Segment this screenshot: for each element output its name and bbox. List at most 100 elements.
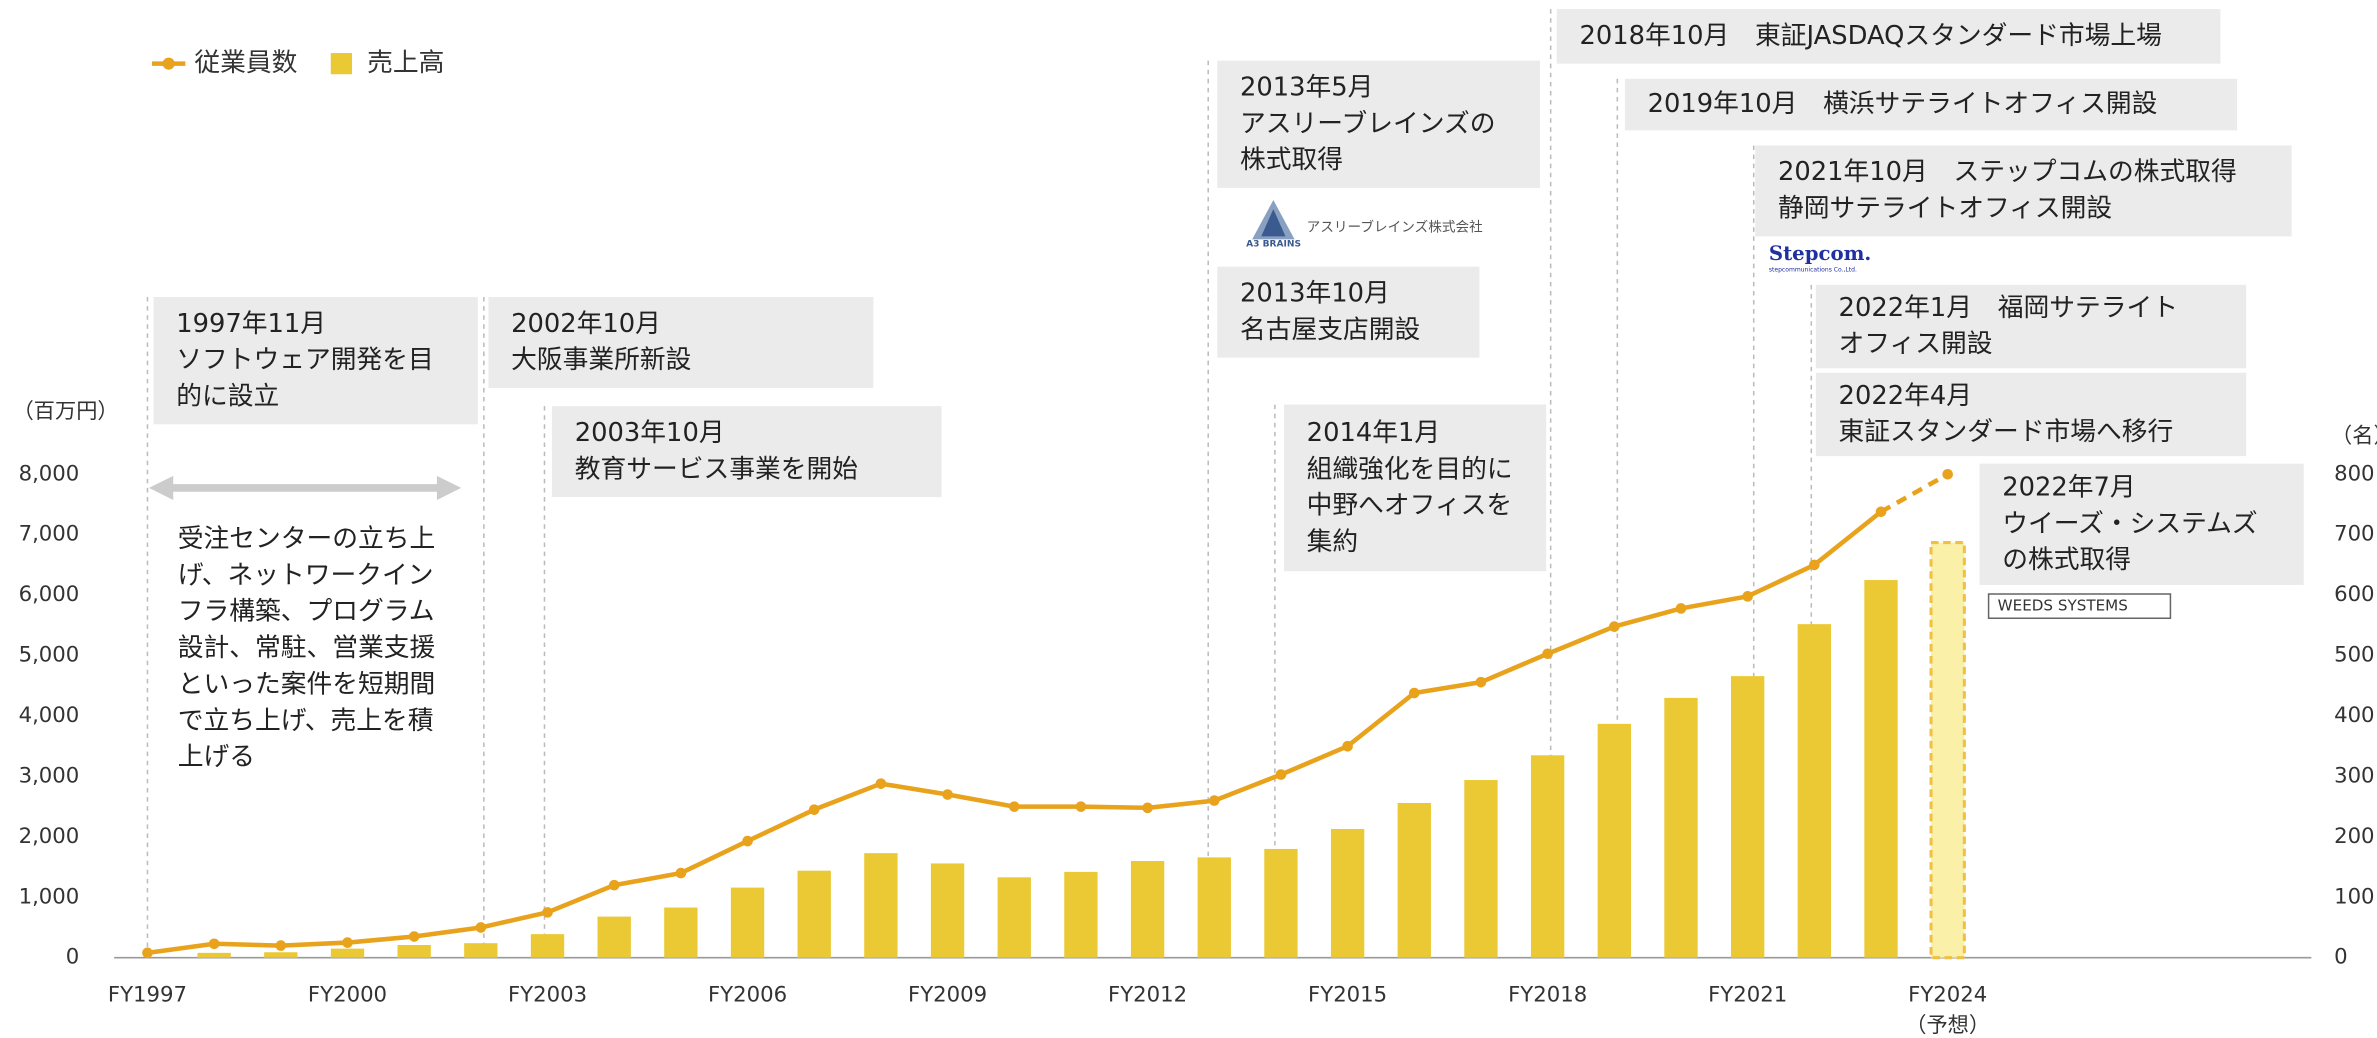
annotation-box [1217,60,1541,188]
bar [1130,861,1165,958]
point [1942,468,1953,480]
point [408,931,420,942]
y-tick-label: 0 [66,945,80,970]
x-tick-label: FY2021 [1708,983,1787,1008]
point [942,789,953,800]
annotation-text: 2019年10月 横浜サテライトオフィス開設 [1648,89,2158,119]
y2-tick-label: 500 [2334,643,2374,668]
point [808,804,820,815]
annotation-text: 1997年11月 [176,309,326,339]
annotation-text: 教育サービス事業を開始 [575,454,858,484]
bar [330,948,365,958]
note-text: 上げる [178,742,255,772]
note-text: 設計、常駐、営業支援 [178,633,436,663]
annotation-text: 2022年1月 福岡サテライト [1839,293,2178,323]
annotation-box [1624,78,2238,131]
bar [597,916,631,958]
point [475,922,487,933]
x-tick-label: FY2024 [1908,983,1987,1008]
note-text: フラ構築、プログラム [178,597,435,627]
x-tick-label: FY2003 [508,983,587,1008]
point [1008,801,1020,812]
annotation-box [1217,266,1480,358]
legend-swatch [162,57,175,70]
y-tick-label: 2,000 [19,824,80,849]
y-tick-label: 4,000 [19,703,80,728]
annotation-text: ソフトウェア開発を目 [176,345,433,375]
y2-axis-label: （名） [2331,423,2377,448]
bar [1530,755,1565,958]
point [1342,740,1353,752]
logo-frame [1987,593,2172,620]
annotation-text: 中野へオフィスを [1307,491,1512,521]
note-text: げ、ネットワークイン [178,560,434,590]
annotation-box [1815,372,2247,457]
point [742,835,753,847]
point [342,937,353,948]
annotation-text: 名古屋支店開設 [1240,315,1420,345]
point [1675,603,1687,614]
annotation-text: の株式取得 [2002,545,2131,575]
point [608,879,620,891]
forecast-line [1879,472,1949,514]
bar [864,853,898,958]
logo-text: Stepcom. [1769,242,1871,265]
annotation-text: 2021年10月 ステップコムの株式取得 [1778,157,2237,187]
bar [1929,541,1966,960]
point [275,940,287,951]
logo-text: A3 BRAINS [1246,239,1301,249]
annotation-box [1979,463,2304,585]
point [1075,801,1087,812]
legend-label: 従業員数 [194,48,297,78]
y2-tick-label: 100 [2334,884,2374,909]
x-tick-label: FY2000 [308,983,387,1008]
annotation-text: 2002年10月 [511,309,661,339]
note-text: 受注センターの立ち上 [178,524,436,554]
annotation-text: 2022年7月 [2002,472,2135,502]
annotation-text: 東証スタンダード市場へ移行 [1839,417,2174,447]
annotation-box [1556,9,2221,64]
annotation-text: 2013年10月 [1240,278,1390,308]
forecast-label: （予想） [1905,1013,1990,1038]
bar [1464,780,1498,958]
y-tick-label: 7,000 [19,522,80,547]
annotation-text: 2014年1月 [1307,418,1440,448]
bar [264,952,298,958]
y-tick-label: 6,000 [19,582,80,607]
x-tick-label: FY2006 [708,983,787,1008]
logo-text: stepcommunications Co.,Ltd. [1769,267,1857,274]
point [1875,506,1887,518]
y-tick-label: 8,000 [19,461,80,486]
annotation-text: 集約 [1307,527,1359,557]
annotation-text: 静岡サテライトオフィス開設 [1778,194,2112,224]
bar [730,887,765,958]
annotation-text: 組織強化を目的に [1307,454,1513,484]
y-tick-label: 5,000 [19,643,80,668]
y2-tick-label: 200 [2334,824,2374,849]
annotation-box [1755,145,2292,237]
y-tick-label: 1,000 [19,884,80,909]
bar [664,907,698,958]
note-text: で立ち上げ、売上を積 [178,706,434,736]
period-arrow [148,475,462,501]
point [208,938,220,950]
y2-tick-label: 0 [2334,945,2348,970]
point [1609,621,1620,632]
annotation-box [153,297,478,425]
line [147,472,1949,956]
annotation-text: ウイーズ・システムズ [2002,509,2257,539]
y2-tick-label: 300 [2334,763,2374,788]
legend-swatch [330,53,352,75]
annotation-text: 2013年5月 [1240,72,1373,102]
bar [1730,676,1765,958]
bar [397,944,431,958]
y-axis-label: （百万円） [13,399,119,424]
x-tick-label: FY2015 [1308,983,1387,1008]
point [1142,802,1153,814]
point [675,867,687,879]
bar [1664,697,1698,958]
annotation-text: 的に設立 [176,382,279,412]
y-tick-label: 3,000 [19,763,80,788]
annotation-box [552,406,942,498]
